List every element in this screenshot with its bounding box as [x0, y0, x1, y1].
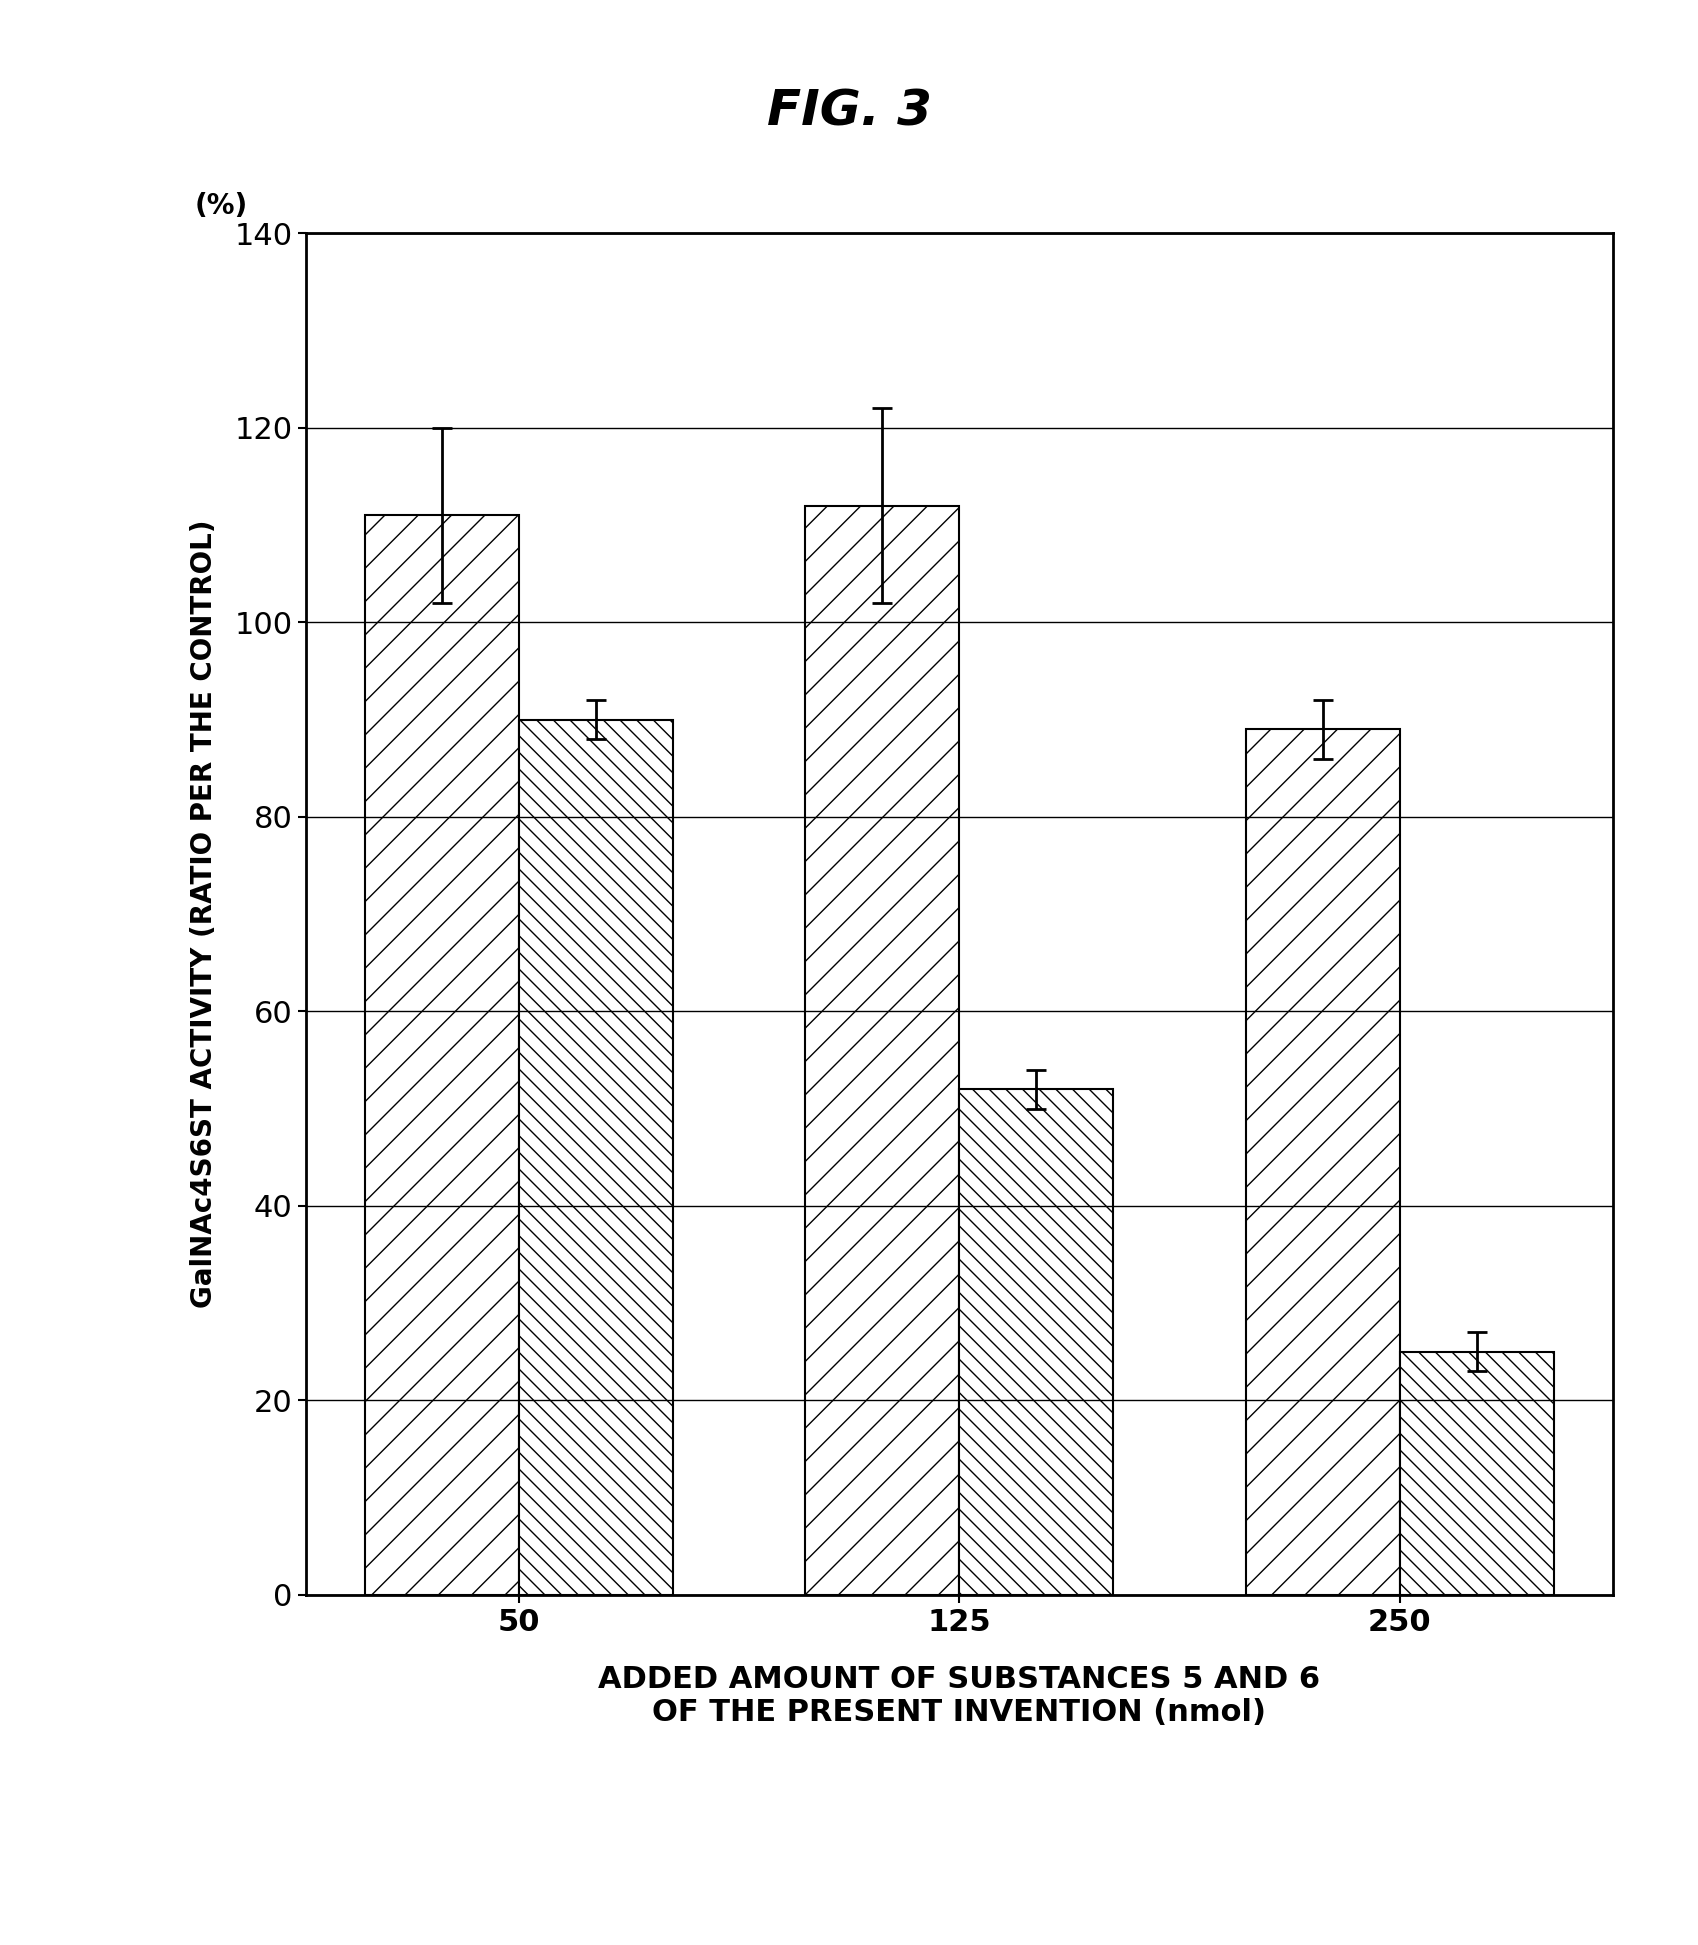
Bar: [365, 515, 520, 1595]
Text: FIG. 3: FIG. 3: [766, 88, 932, 136]
Bar: [520, 720, 672, 1595]
Bar: [1399, 1352, 1554, 1595]
Bar: [805, 506, 959, 1595]
Y-axis label: GalNAc4S6ST ACTIVITY (RATIO PER THE CONTROL): GalNAc4S6ST ACTIVITY (RATIO PER THE CONT…: [190, 519, 217, 1309]
Bar: [1246, 729, 1399, 1595]
X-axis label: ADDED AMOUNT OF SUBSTANCES 5 AND 6
OF THE PRESENT INVENTION (nmol): ADDED AMOUNT OF SUBSTANCES 5 AND 6 OF TH…: [598, 1665, 1321, 1727]
Text: (%): (%): [195, 193, 248, 220]
Bar: [959, 1089, 1114, 1595]
